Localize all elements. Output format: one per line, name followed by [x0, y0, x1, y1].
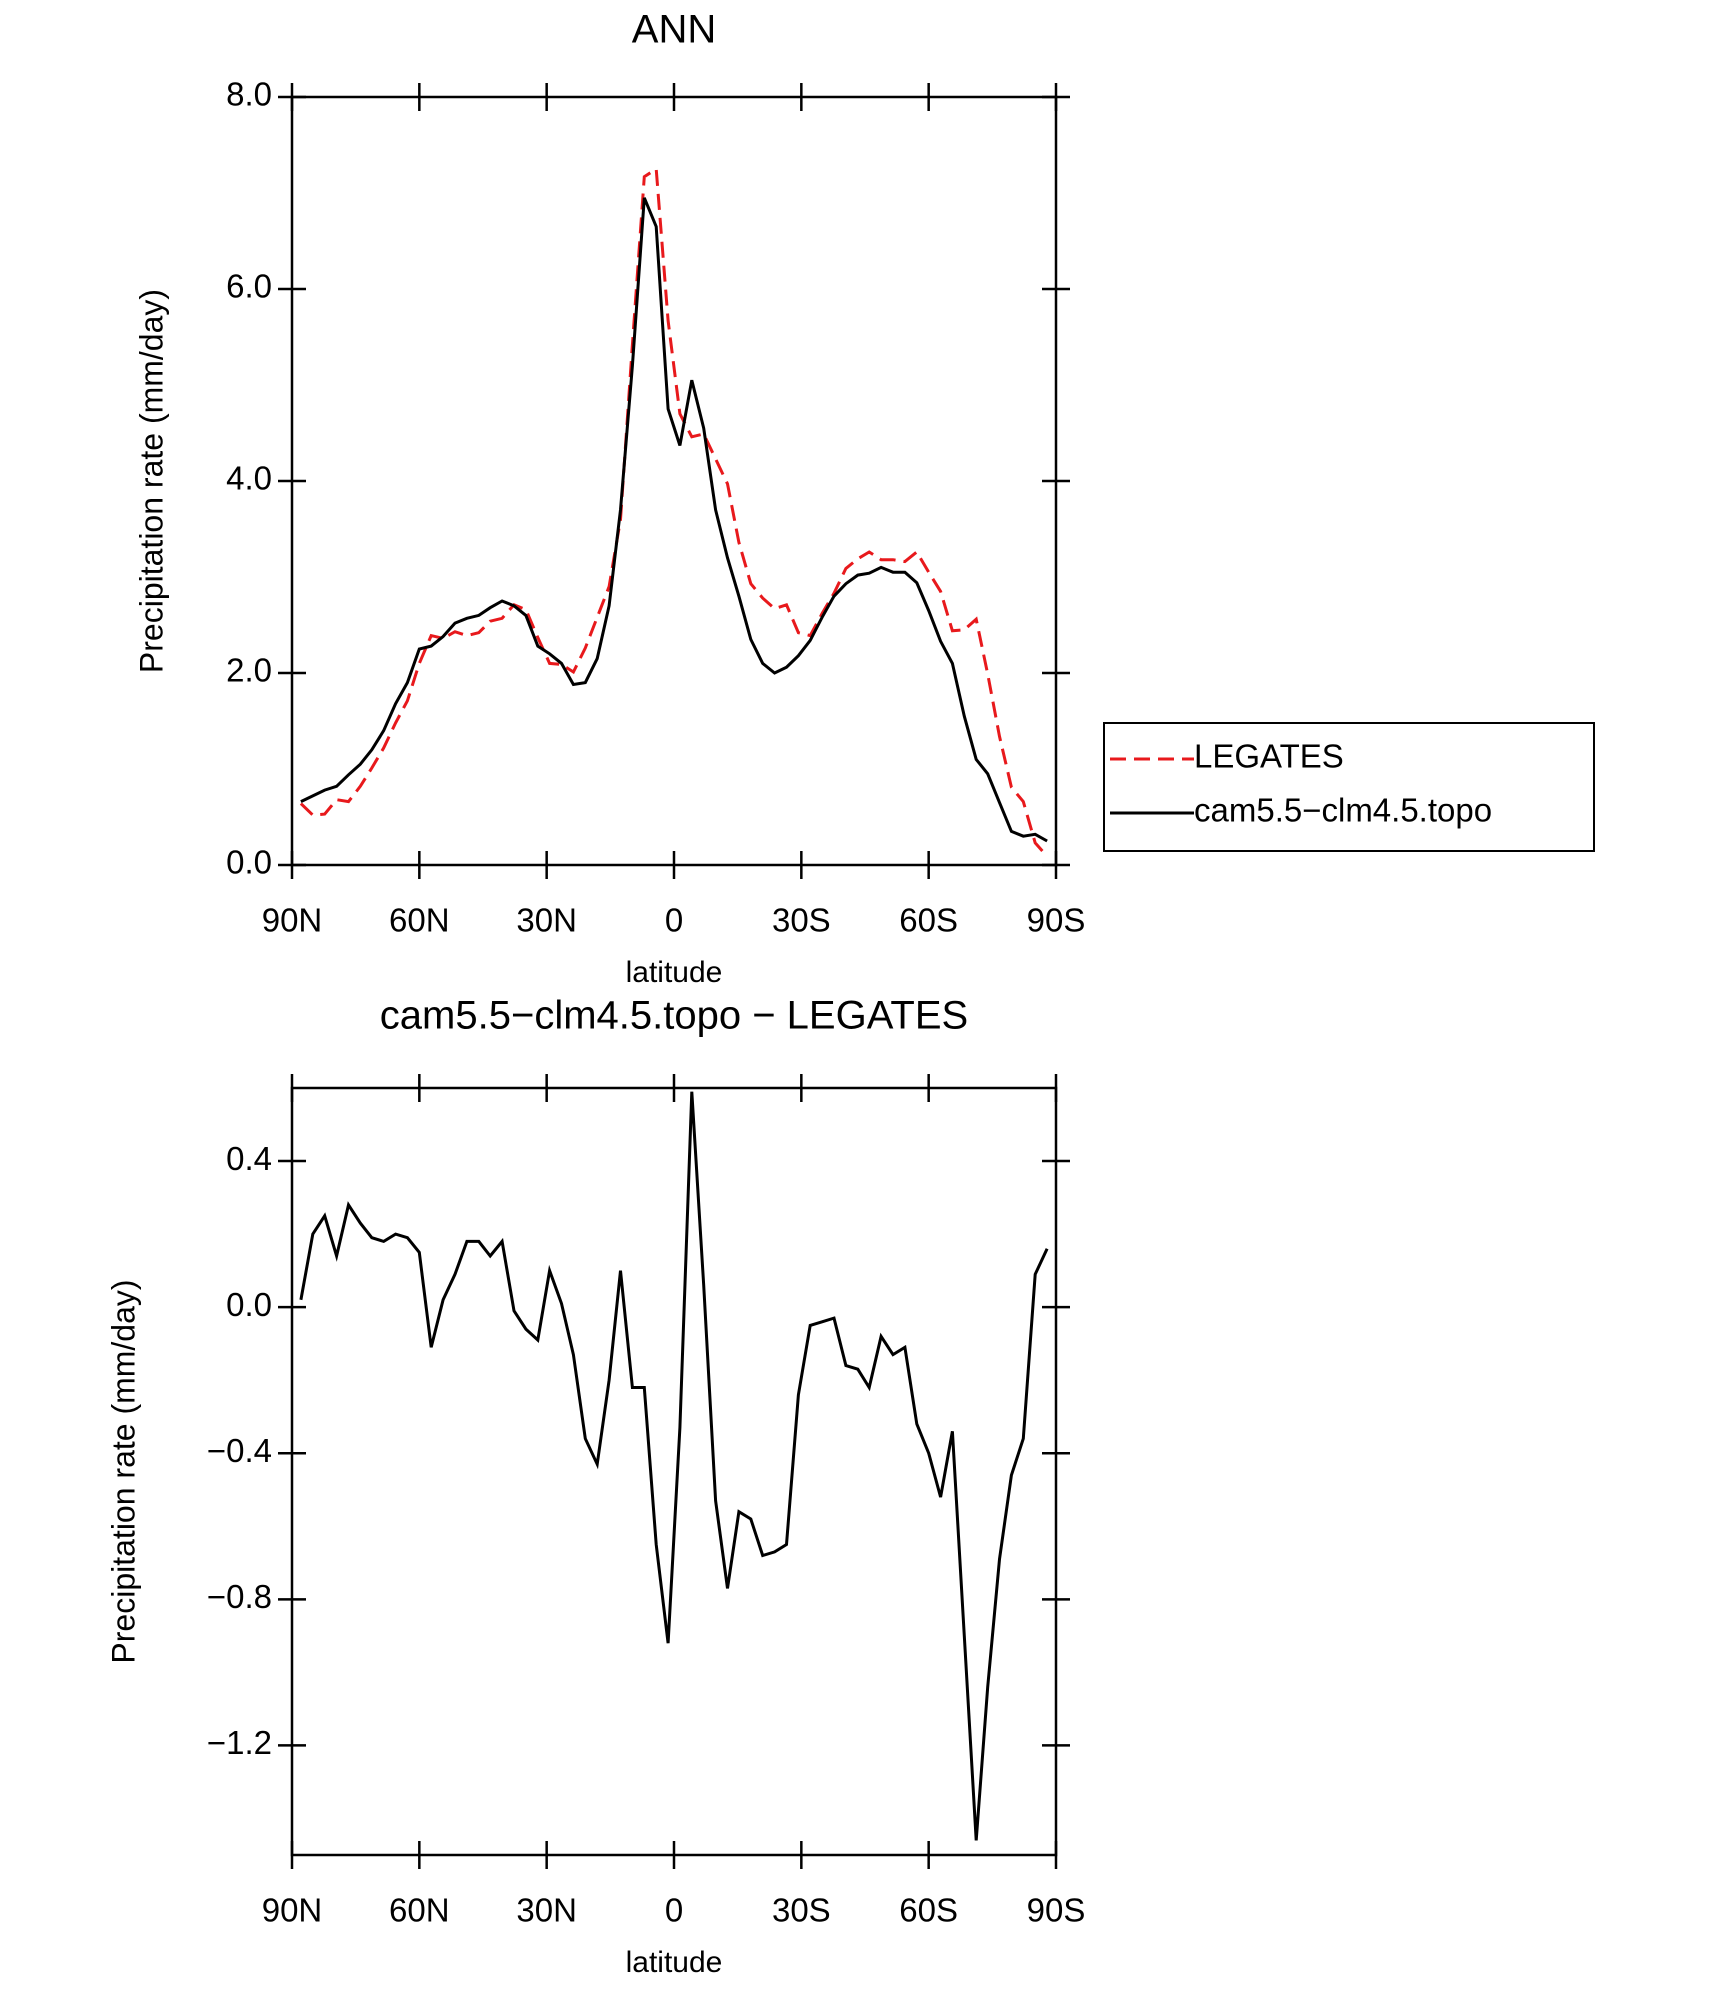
x-tick-label: 90S [1027, 1892, 1086, 1929]
x-axis-label: latitude [626, 1946, 723, 1979]
legend-label: cam5.5−clm4.5.topo [1194, 792, 1492, 829]
chart-title: ANN [632, 8, 716, 52]
x-axis-label: latitude [626, 956, 723, 989]
y-tick-label: −0.4 [207, 1432, 272, 1469]
x-tick-label: 0 [665, 902, 683, 939]
y-tick-label: 4.0 [226, 460, 272, 497]
x-tick-label: 90N [262, 1892, 323, 1929]
y-tick-label: 2.0 [226, 652, 272, 689]
x-tick-label: 30N [516, 1892, 577, 1929]
y-tick-label: 0.0 [226, 844, 272, 881]
y-tick-label: 0.4 [226, 1140, 272, 1177]
x-tick-label: 90S [1027, 902, 1086, 939]
y-axis-label: Precipitation rate (mm/day) [105, 1279, 141, 1663]
plot-frame [290, 1086, 1058, 1857]
y-tick-label: −0.8 [207, 1578, 272, 1615]
y-axis-label: Precipitation rate (mm/day) [133, 289, 169, 673]
x-tick-label: 60S [899, 1892, 958, 1929]
x-tick-label: 0 [665, 1892, 683, 1929]
x-tick-label: 90N [262, 902, 323, 939]
x-tick-label: 30N [516, 902, 577, 939]
data-line [299, 1091, 1049, 1841]
y-tick-label: 6.0 [226, 268, 272, 305]
chart-title: cam5.5−clm4.5.topo − LEGATES [380, 994, 968, 1038]
x-tick-label: 60N [389, 1892, 450, 1929]
y-tick-label: 0.0 [226, 1286, 272, 1323]
legend-box [1103, 722, 1595, 852]
x-tick-label: 60N [389, 902, 450, 939]
x-tick-label: 30S [772, 1892, 831, 1929]
legend-label: LEGATES [1194, 738, 1344, 775]
y-tick-label: −1.2 [207, 1724, 272, 1761]
x-tick-label: 60S [899, 902, 958, 939]
plot-frame [290, 95, 1058, 867]
data-line [299, 166, 1049, 858]
x-tick-label: 30S [772, 902, 831, 939]
y-tick-label: 8.0 [226, 76, 272, 113]
data-line [300, 197, 1048, 843]
